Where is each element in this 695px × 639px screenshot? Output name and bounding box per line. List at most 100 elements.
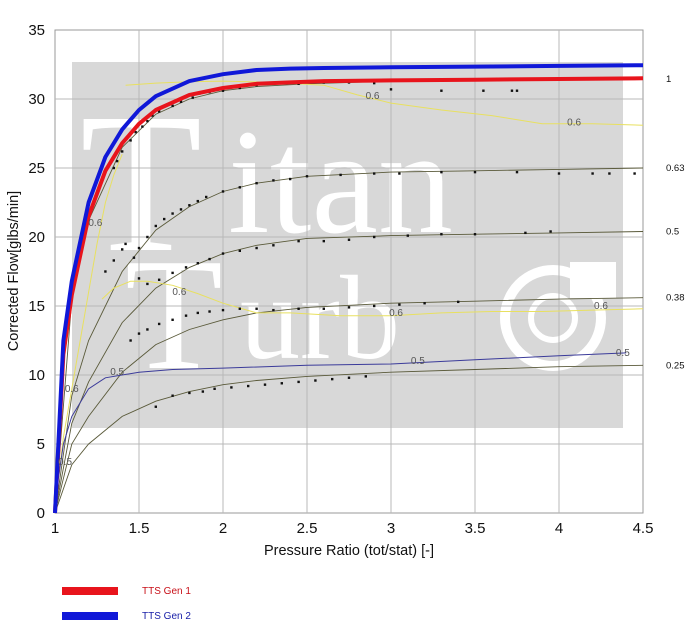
contour-label: 0.6 (88, 218, 102, 229)
legend-swatch-gen1 (62, 587, 118, 595)
measured-point (196, 199, 199, 203)
measured-point (373, 172, 376, 175)
measured-point (398, 303, 401, 306)
measured-point (473, 233, 477, 236)
measured-point (440, 170, 443, 174)
measured-point (205, 195, 208, 199)
measured-point (134, 130, 137, 134)
y-axis-label: Corrected Flow[glbs/min] (6, 191, 22, 351)
measured-point (255, 181, 258, 185)
contour-labels: 0.6 0.6 0.6 0.6 0.6 0.6 0.5 0.5 0.5 0.6 0.5 (58, 91, 630, 468)
measured-point (373, 81, 376, 85)
contour-label: 0.6 (389, 308, 403, 319)
measured-point (115, 159, 119, 163)
contour-label: 0.5 (58, 457, 72, 468)
y-tick-label: 0 (37, 505, 45, 522)
y-tick-label: 5 (37, 436, 45, 453)
measured-point (157, 322, 161, 326)
speed-line-label: 0.63 (666, 163, 685, 174)
contour-label: 0.6 (594, 301, 608, 312)
measured-point (364, 375, 367, 378)
x-axis-label: Pressure Ratio (tot/stat) [-] (264, 543, 434, 559)
measured-point (347, 306, 351, 309)
measured-point (104, 270, 107, 273)
measured-point (297, 239, 300, 243)
measured-point (124, 242, 127, 246)
measured-point (263, 383, 267, 386)
measured-point (238, 186, 241, 189)
measured-point (515, 89, 519, 92)
measured-point (179, 100, 183, 103)
measured-point (146, 328, 149, 331)
measured-point (322, 307, 325, 310)
contour-label: 0.6 (172, 287, 186, 298)
x-tick-label: 3.5 (465, 520, 486, 537)
measured-point (221, 252, 225, 255)
measured-point (398, 172, 401, 175)
contour-label: 0.5 (110, 367, 124, 378)
efficiency-contour (57, 154, 123, 479)
measured-point (137, 332, 141, 335)
y-tick-label: 10 (28, 367, 45, 384)
measured-point (423, 302, 426, 305)
measured-point (201, 390, 205, 393)
measured-point (238, 86, 241, 90)
measured-point (373, 235, 376, 239)
measured-point (255, 246, 258, 250)
measured-point (163, 217, 166, 221)
x-tick-label: 3 (387, 520, 395, 537)
measured-point (154, 224, 157, 228)
measured-point (297, 380, 300, 384)
legend-item-gen1: TTS Gen 1 (62, 583, 282, 599)
legend-label-gen2: TTS Gen 2 (142, 610, 191, 622)
speed-line-label: 0.5 (666, 226, 679, 237)
measured-point (146, 119, 149, 123)
measured-point (255, 307, 258, 310)
measured-point (322, 239, 325, 243)
measured-point (184, 314, 188, 317)
measured-point (171, 394, 174, 397)
measured-point (347, 238, 351, 241)
measured-point (314, 379, 317, 382)
legend-label-gen1: TTS Gen 1 (142, 585, 191, 597)
measured-point (608, 172, 611, 175)
measured-point (129, 339, 132, 342)
measured-point (238, 307, 241, 310)
speed-line (54, 297, 644, 514)
svg-text:urb: urb (240, 251, 400, 384)
measured-point (557, 172, 561, 175)
measured-point (191, 96, 194, 99)
measured-point (171, 104, 174, 108)
efficiency-contour (101, 280, 644, 317)
x-tick-label: 4.5 (633, 520, 654, 537)
measured-point (473, 170, 477, 174)
speed-line-labels: 1 0.63 0.5 0.38 0.25 (666, 74, 685, 371)
svg-text:itan: itan (228, 99, 453, 265)
measured-point (221, 190, 225, 193)
svg-text:T: T (125, 225, 223, 403)
measured-point (515, 170, 519, 174)
y-tick-label: 25 (28, 160, 45, 177)
measured-point (157, 278, 161, 281)
measured-point (406, 234, 409, 237)
measured-point (633, 172, 636, 175)
x-tick-label: 2 (219, 520, 227, 537)
contour-label: 0.6 (65, 384, 79, 395)
titan-turbo-watermark: T itan T urb (72, 62, 623, 428)
contour-label: 0.6 (567, 117, 581, 128)
measured-point (184, 266, 188, 269)
contour-label: 0.6 (366, 91, 380, 102)
x-tick-label: 2.5 (297, 520, 318, 537)
speed-line-label: 1 (666, 74, 671, 85)
measured-point (188, 391, 191, 395)
x-tick-label: 4 (555, 520, 563, 537)
x-tick-labels: 1 1.5 2 2.5 3 3.5 4 4.5 (51, 520, 654, 537)
contour-label: 0.5 (616, 348, 630, 359)
measured-point (591, 172, 594, 175)
measured-point (230, 386, 233, 389)
legend-item-gen2: TTS Gen 2 (62, 608, 282, 624)
measured-point (208, 310, 211, 313)
measured-point (524, 231, 527, 235)
measured-point (280, 382, 283, 385)
measured-point (339, 173, 342, 177)
